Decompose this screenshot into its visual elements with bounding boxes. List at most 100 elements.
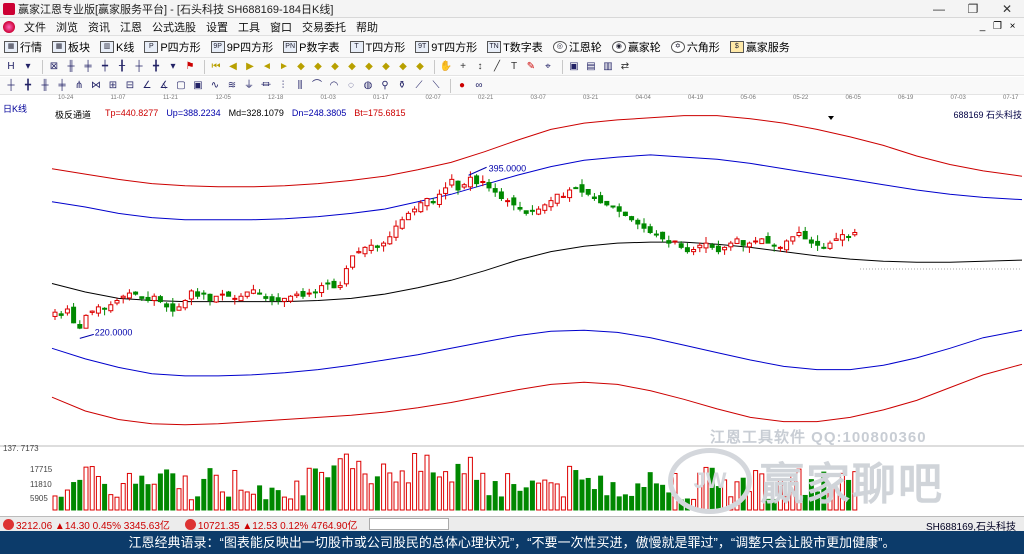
line-tool-icon[interactable]: ┼ xyxy=(7,79,15,91)
window-icon[interactable]: ▣ xyxy=(569,60,579,72)
back-icon[interactable]: ◄ xyxy=(262,60,272,72)
nav-hexagon[interactable]: ✡ 六角形 xyxy=(667,39,720,55)
price-tool-icon[interactable]: ⫶ xyxy=(281,79,285,91)
infinity-icon[interactable]: ∞ xyxy=(475,79,483,91)
line-icon[interactable]: ╱ xyxy=(493,60,501,72)
diamond-icon[interactable]: ◆ xyxy=(314,60,322,72)
spiral-tool-icon[interactable]: ◍ xyxy=(363,79,373,91)
kline-chart[interactable]: 395.0000 220.0000 xyxy=(0,95,1024,515)
volume-bar xyxy=(288,498,294,511)
chevron-down-icon[interactable] xyxy=(828,116,834,120)
channel-tool-icon[interactable]: ╫ xyxy=(41,79,49,91)
crosshair-icon[interactable]: + xyxy=(460,60,466,72)
mdi-close-button[interactable]: × xyxy=(1009,21,1016,32)
menu-window[interactable]: 窗口 xyxy=(270,21,292,34)
mark-tool-icon[interactable]: ⚲ xyxy=(381,79,389,91)
candle-icon[interactable]: ┿ xyxy=(101,60,109,72)
grid-tool-icon[interactable]: ⊟ xyxy=(125,79,135,91)
ball-icon[interactable]: ● xyxy=(458,79,466,91)
mark-tool-icon[interactable]: ⚱ xyxy=(397,79,407,91)
cycle-tool-icon[interactable]: ∿ xyxy=(210,79,220,91)
forward-icon[interactable]: ► xyxy=(279,60,289,72)
dropdown-icon[interactable]: ▾ xyxy=(25,60,31,72)
bar-icon[interactable]: ┼ xyxy=(135,60,143,72)
hand-icon[interactable]: ✋ xyxy=(439,60,453,72)
menu-browse[interactable]: 浏览 xyxy=(56,21,78,34)
text-icon[interactable]: T xyxy=(510,60,518,72)
window-icon[interactable]: ▤ xyxy=(586,60,596,72)
prev-icon[interactable]: ◀ xyxy=(229,60,237,72)
menu-trade[interactable]: 交易委托 xyxy=(302,21,346,34)
trade-icon[interactable]: ⇄ xyxy=(620,60,630,72)
nav-t-numbers[interactable]: TN T数字表 xyxy=(483,39,543,55)
first-icon[interactable]: ⏮ xyxy=(211,60,221,72)
grid-tool-icon[interactable]: ⊞ xyxy=(108,79,118,91)
time-tool-icon[interactable]: ⏛ xyxy=(261,79,271,91)
indicator-name[interactable]: 极反通道 xyxy=(55,110,92,120)
cycle-tool-icon[interactable]: ≋ xyxy=(227,79,237,91)
spiral-tool-icon[interactable]: ◌ xyxy=(348,79,354,91)
diamond-icon[interactable]: ◆ xyxy=(382,60,390,72)
mdi-restore-button[interactable]: ❐ xyxy=(993,21,1002,32)
ray-tool-icon[interactable]: ⟋ xyxy=(415,79,423,91)
close-button[interactable]: ✕ xyxy=(1001,2,1013,16)
nav-9p-square[interactable]: 9P 9P四方形 xyxy=(207,39,273,55)
menu-gann[interactable]: 江恩 xyxy=(120,21,142,34)
arc-tool-icon[interactable]: ⌒ xyxy=(312,79,322,91)
nav-p-numbers[interactable]: PN P数字表 xyxy=(279,39,340,55)
box-tool-icon[interactable]: ▢ xyxy=(176,79,186,91)
minimize-button[interactable]: — xyxy=(933,2,945,16)
diamond-icon[interactable]: ◆ xyxy=(331,60,339,72)
next-icon[interactable]: ▶ xyxy=(246,60,254,72)
nav-kline[interactable]: ▥ K线 xyxy=(96,39,134,55)
diamond-icon[interactable]: ◆ xyxy=(416,60,424,72)
fan-tool-icon[interactable]: ⋔ xyxy=(74,79,84,91)
candle-icon[interactable]: ╪ xyxy=(84,60,92,72)
menu-settings[interactable]: 设置 xyxy=(206,21,228,34)
erase-icon[interactable]: ✎ xyxy=(526,60,536,72)
diamond-icon[interactable]: ◆ xyxy=(297,60,305,72)
arc-tool-icon[interactable]: ◠ xyxy=(329,79,339,91)
menu-tools[interactable]: 工具 xyxy=(238,21,260,34)
menu-file[interactable]: 文件 xyxy=(24,21,46,34)
ray-tool-icon[interactable]: ⟍ xyxy=(432,79,440,91)
time-tool-icon[interactable]: ⏚ xyxy=(244,79,254,91)
channel-tool-icon[interactable]: ╪ xyxy=(58,79,66,91)
shanghai-index[interactable]: 3212.06 ▲14.30 0.45% 3345.63亿 xyxy=(16,520,170,532)
nav-winner-wheel[interactable]: ◉ 赢家轮 xyxy=(608,39,661,55)
nav-9t-square[interactable]: 9T 9T四方形 xyxy=(411,39,477,55)
candle-body xyxy=(790,236,796,242)
nav-gann-wheel[interactable]: ◎ 江恩轮 xyxy=(549,39,602,55)
diamond-icon[interactable]: ◆ xyxy=(365,60,373,72)
menu-formula[interactable]: 公式选股 xyxy=(152,21,196,34)
shenzhen-index[interactable]: 10721.35 ▲12.53 0.12% 4764.90亿 xyxy=(197,520,358,532)
angle-tool-icon[interactable]: ∠ xyxy=(142,79,152,91)
restore-button[interactable]: ❐ xyxy=(967,2,979,16)
diamond-icon[interactable]: ◆ xyxy=(348,60,356,72)
nav-sectors[interactable]: ▦ 板块 xyxy=(48,39,90,55)
fit-icon[interactable]: ⊠ xyxy=(49,60,59,72)
menu-help[interactable]: 帮助 xyxy=(356,21,378,34)
fan-tool-icon[interactable]: ⋈ xyxy=(91,79,101,91)
window-icon[interactable]: ▥ xyxy=(603,60,613,72)
dropdown-icon[interactable]: ▾ xyxy=(170,60,176,72)
box-tool-icon[interactable]: ▣ xyxy=(193,79,203,91)
ticker-input[interactable] xyxy=(369,518,450,530)
line-tool-icon[interactable]: ╋ xyxy=(24,79,32,91)
bar-icon[interactable]: ╂ xyxy=(118,60,126,72)
move-icon[interactable]: ↕ xyxy=(477,60,483,72)
menu-news[interactable]: 资讯 xyxy=(88,21,110,34)
nav-service[interactable]: $ 赢家服务 xyxy=(726,39,790,55)
mdi-minimize-button[interactable]: _ xyxy=(979,21,986,32)
bar-icon[interactable]: ╋ xyxy=(152,60,160,72)
nav-quotes[interactable]: ▦ 行情 xyxy=(0,39,42,55)
period-icon[interactable]: H xyxy=(7,60,15,72)
select-icon[interactable]: ⌖ xyxy=(545,60,551,72)
diamond-icon[interactable]: ◆ xyxy=(399,60,407,72)
candle-icon[interactable]: ╫ xyxy=(67,60,75,72)
angle-tool-icon[interactable]: ∡ xyxy=(159,79,169,91)
flag-icon[interactable]: ⚑ xyxy=(185,60,195,72)
nav-p-square[interactable]: P P四方形 xyxy=(140,39,201,55)
nav-t-square[interactable]: T T四方形 xyxy=(346,39,405,55)
price-tool-icon[interactable]: ⫼ xyxy=(297,79,303,91)
